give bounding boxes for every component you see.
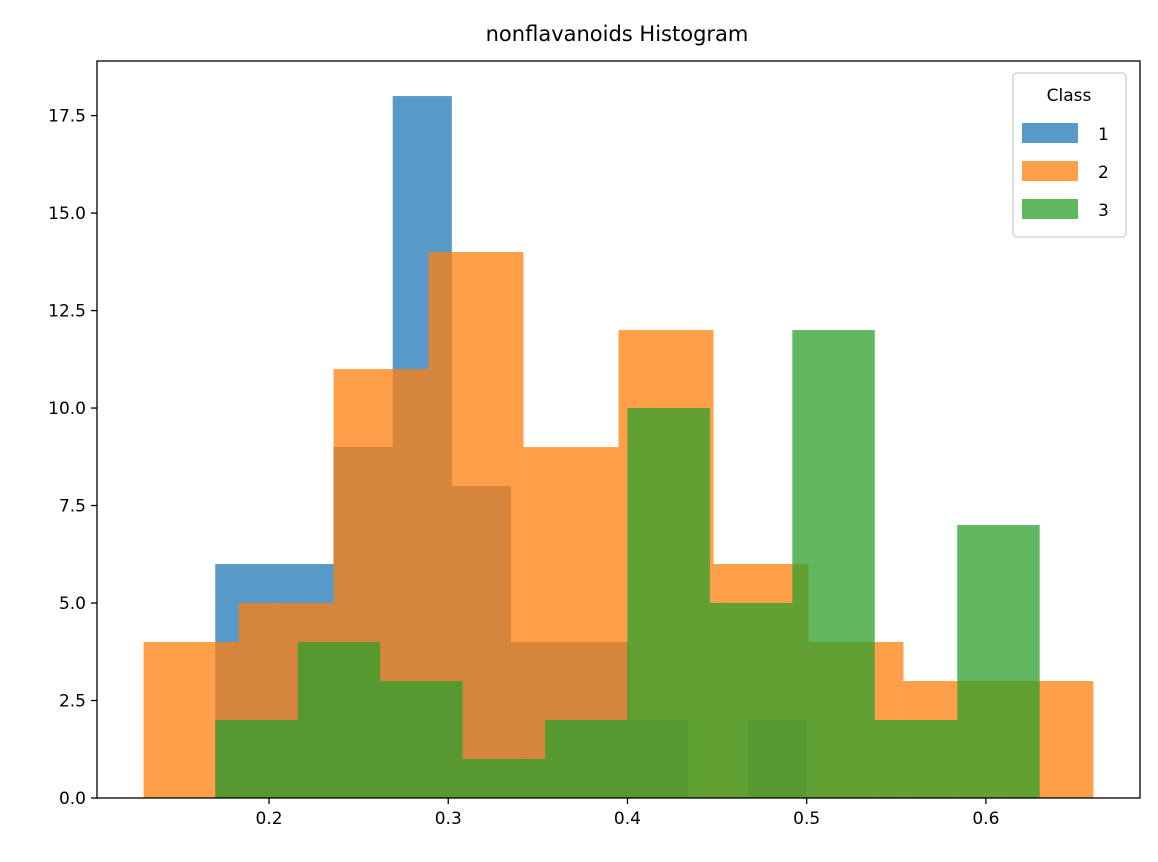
legend-items: 1 2 3 [1022,123,1109,221]
y-tick-label: 17.5 [48,107,86,127]
bar-class-3-bin-1 [297,642,381,798]
y-tick-label: 12.5 [48,302,86,322]
legend-swatch-3 [1022,199,1078,219]
y-axis-ticks: 0.0 2.5 5.0 7.5 10.0 12.5 15.0 17.5 [48,107,97,809]
x-tick-label: 0.5 [793,809,820,829]
histogram-bars [143,96,1094,799]
y-tick-label: 0.0 [59,789,86,809]
legend-swatch-2 [1022,161,1078,181]
series-2-bars [143,252,1094,798]
series-3-bars [215,330,1040,798]
x-tick-label: 0.4 [614,809,641,829]
y-tick-label: 7.5 [59,497,86,517]
bar-class-3-bin-7 [792,330,875,798]
bar-class-3-bin-0 [215,720,298,798]
legend-label-2: 2 [1098,163,1109,183]
legend-title: Class [1047,86,1092,106]
y-tick-label: 2.5 [59,692,86,712]
y-tick-label: 15.0 [48,204,86,224]
bar-class-3-bin-3 [462,759,546,798]
bar-class-3-bin-6 [709,603,793,798]
y-tick-label: 5.0 [59,594,86,614]
legend: Class 1 2 3 [1012,72,1127,238]
bar-class-3-bin-2 [380,681,463,798]
bar-class-3-bin-4 [545,720,628,798]
axes-frame [96,60,1141,799]
chart-title: nonflavanoids Histogram [486,22,749,46]
x-tick-label: 0.2 [256,809,283,829]
legend-swatch-1 [1022,123,1078,143]
bar-class-3-bin-8 [874,720,958,798]
x-axis-ticks: 0.2 0.3 0.4 0.5 0.6 [256,798,999,829]
bar-class-3-bin-5 [627,408,710,798]
legend-box [1012,72,1127,238]
legend-label-1: 1 [1098,125,1109,145]
x-tick-label: 0.6 [972,809,999,829]
bar-class-3-bin-9 [957,525,1040,798]
y-tick-label: 10.0 [48,399,86,419]
legend-label-3: 3 [1098,201,1109,221]
x-tick-label: 0.3 [435,809,462,829]
